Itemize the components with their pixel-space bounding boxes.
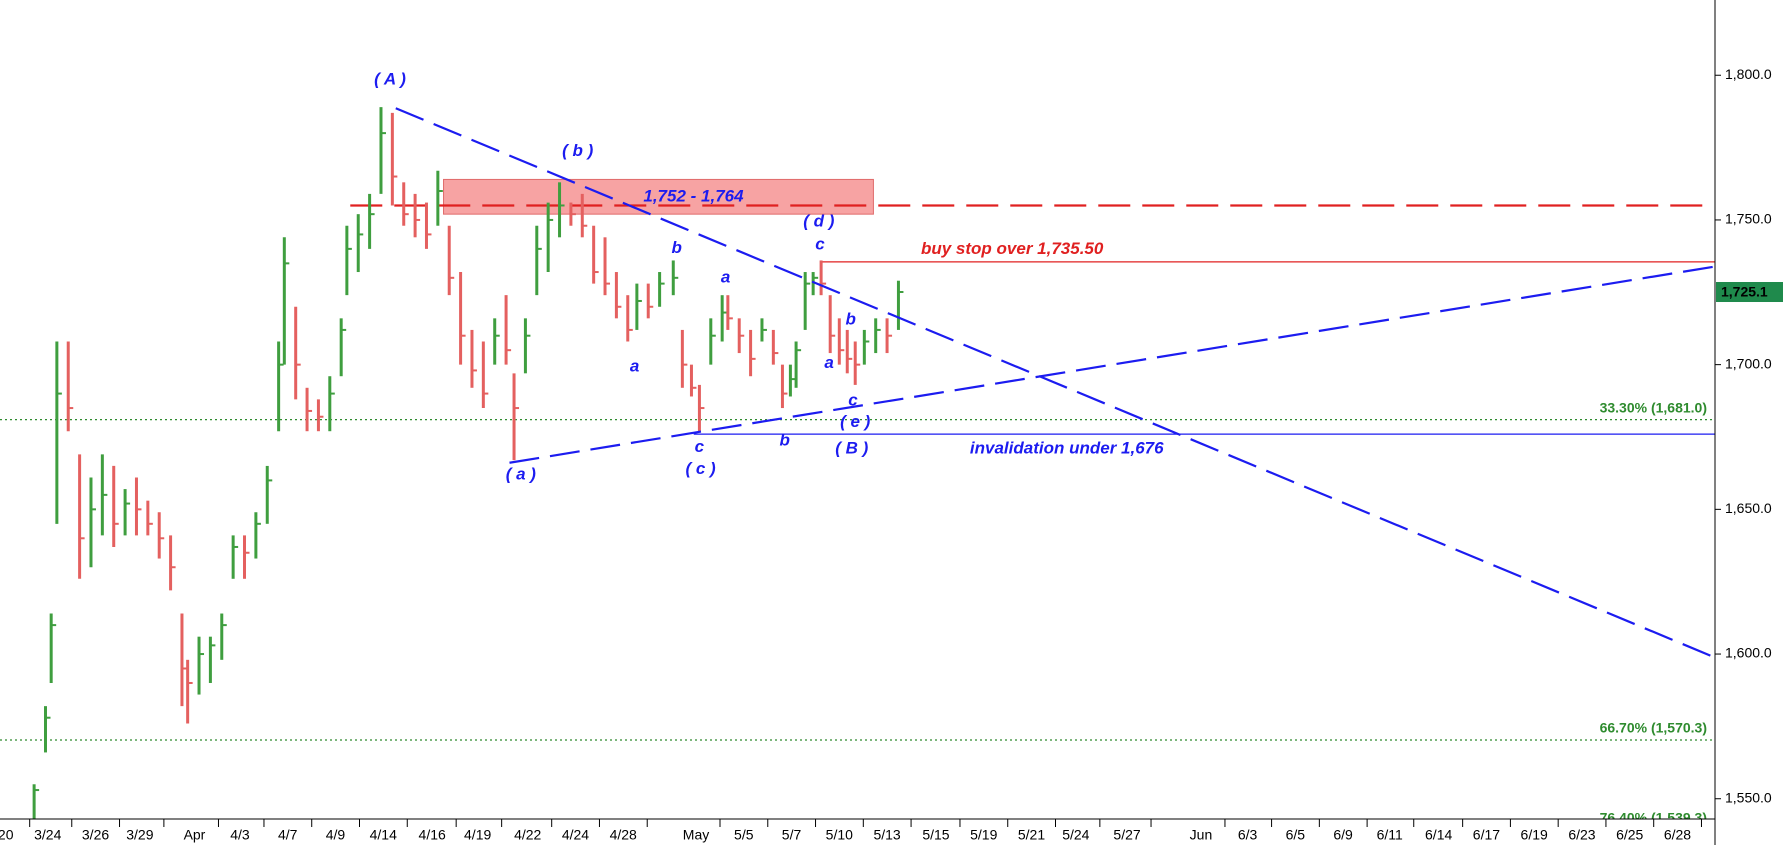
wave-label: invalidation under 1,676 <box>970 438 1164 457</box>
y-tick-label: 1,600.0 <box>1725 645 1772 661</box>
x-tick-label: Jun <box>1190 827 1213 843</box>
x-tick-label: 4/22 <box>514 827 541 843</box>
x-tick-label: 6/14 <box>1425 827 1452 843</box>
x-tick-label: 5/15 <box>922 827 949 843</box>
level-label: 66.70% (1,570.3) <box>1600 720 1707 736</box>
x-tick-label: 3/29 <box>126 827 153 843</box>
wave-label: ( B ) <box>835 438 868 457</box>
x-tick-label: 5/5 <box>734 827 754 843</box>
x-tick-label: 3/26 <box>82 827 109 843</box>
wave-label: c <box>695 437 705 456</box>
wave-label: ( d ) <box>803 212 834 231</box>
x-tick-label: 6/25 <box>1616 827 1643 843</box>
x-tick-label: 4/16 <box>419 827 446 843</box>
wave-label: ( c ) <box>685 459 716 478</box>
x-tick-label: 4/28 <box>610 827 637 843</box>
x-tick-label: 6/3 <box>1238 827 1258 843</box>
wave-label: ( A ) <box>374 69 406 88</box>
wave-label: a <box>824 353 833 372</box>
x-tick-label: 4/24 <box>562 827 589 843</box>
x-tick-label: 5/27 <box>1113 827 1140 843</box>
x-tick-label: 6/17 <box>1473 827 1500 843</box>
wave-label: ( e ) <box>840 412 871 431</box>
wave-label: c <box>815 235 825 254</box>
wave-label: a <box>721 268 730 287</box>
wave-label: b <box>780 431 790 450</box>
y-tick-label: 1,800.0 <box>1725 66 1772 82</box>
plot-area: 33.30% (1,681.0) 66.70% (1,570.3) 76.40% (… <box>0 69 1715 825</box>
x-tick-label: 4/19 <box>464 827 491 843</box>
wave-label: b <box>845 310 855 329</box>
x-tick-label: 6/28 <box>1664 827 1691 843</box>
x-tick-label: 5/7 <box>782 827 802 843</box>
last-price-tag <box>1716 282 1783 303</box>
y-tick-label: 1,550.0 <box>1725 789 1772 805</box>
wave-label: buy stop over 1,735.50 <box>921 239 1104 258</box>
zone-label: 1,752 - 1,764 <box>643 186 744 205</box>
x-tick-label: 6/11 <box>1377 827 1403 843</box>
x-tick-label: 6/23 <box>1568 827 1595 843</box>
x-tick-label: 4/7 <box>278 827 298 843</box>
x-tick-label: 5/19 <box>970 827 997 843</box>
x-tick-label: 4/9 <box>326 827 346 843</box>
x-tick-label: 20 <box>0 827 14 843</box>
wave-label: a <box>630 356 639 375</box>
wave-label: b <box>671 238 681 257</box>
x-tick-label: 6/5 <box>1286 827 1306 843</box>
x-tick-label: 6/19 <box>1521 827 1548 843</box>
x-tick-label: May <box>683 827 709 843</box>
level-label: 33.30% (1,681.0) <box>1600 399 1707 415</box>
resistance-zone <box>443 178 874 215</box>
last-price-label: 1,725.1 <box>1721 284 1768 300</box>
wave-label: ( b ) <box>562 141 593 160</box>
x-tick-label: 5/10 <box>826 827 853 843</box>
wave-label: ( a ) <box>506 465 537 484</box>
x-tick-label: 5/21 <box>1018 827 1045 843</box>
x-tick-label: 6/9 <box>1333 827 1353 843</box>
level-label: 76.40% (1,539.3) <box>1600 809 1707 825</box>
x-tick-label: 4/14 <box>370 827 397 843</box>
x-tick-label: Apr <box>184 827 206 843</box>
x-tick-label: 4/3 <box>230 827 250 843</box>
y-tick-label: 1,700.0 <box>1725 355 1772 371</box>
x-tick-label: 5/24 <box>1062 827 1089 843</box>
y-tick-label: 1,750.0 <box>1725 211 1772 227</box>
x-tick-label: 3/24 <box>34 827 61 843</box>
x-tick-label: 5/13 <box>873 827 900 843</box>
y-tick-label: 1,650.0 <box>1725 500 1772 516</box>
trendline <box>395 107 1715 659</box>
wave-label: c <box>848 391 858 410</box>
